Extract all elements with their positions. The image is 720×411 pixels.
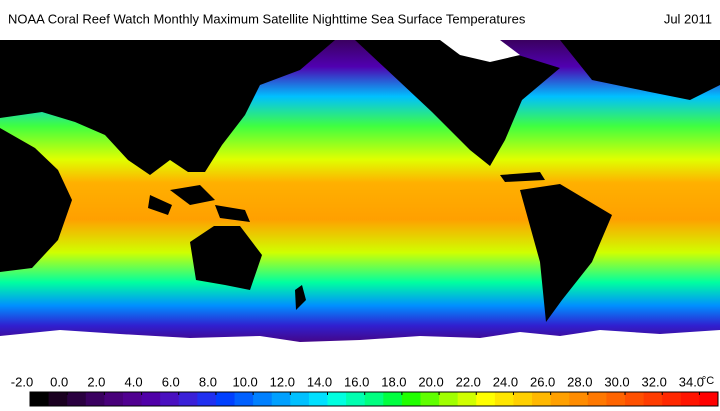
colorbar-swatch — [253, 392, 273, 406]
colorbar-swatch — [160, 392, 180, 406]
colorbar-swatch — [662, 392, 682, 406]
colorbar-unit: °C — [702, 375, 714, 387]
colorbar-tick-label: 18.0 — [381, 374, 406, 389]
colorbar-swatch — [346, 392, 366, 406]
colorbar-swatch — [439, 392, 459, 406]
sea-ice — [0, 330, 720, 372]
colorbar-swatch — [401, 392, 421, 406]
colorbar-swatch — [48, 392, 68, 406]
colorbar-tick-label: 24.0 — [493, 374, 518, 389]
map-title: NOAA Coral Reef Watch Monthly Maximum Sa… — [8, 11, 526, 26]
colorbar-swatch — [290, 392, 310, 406]
colorbar-swatch — [327, 392, 347, 406]
colorbar-swatch — [308, 392, 329, 406]
colorbar-swatch — [643, 392, 663, 406]
colorbar-swatch — [699, 392, 719, 406]
colorbar-swatch — [420, 392, 440, 406]
colorbar-tick-label: 10.0 — [232, 374, 257, 389]
colorbar-swatch — [457, 392, 477, 406]
colorbar-swatch — [569, 392, 589, 406]
colorbar-swatch — [234, 392, 254, 406]
colorbar-tick-label: 4.0 — [125, 374, 143, 389]
colorbar-tick-label: 12.0 — [270, 374, 295, 389]
colorbar-swatch — [215, 392, 236, 406]
colorbar-swatch — [587, 392, 607, 406]
colorbar-swatch — [85, 392, 105, 406]
colorbar-swatch — [494, 392, 514, 406]
arctic-ice — [440, 40, 520, 62]
colorbar-frame — [29, 391, 719, 407]
colorbar-swatch — [104, 392, 124, 406]
colorbar-swatch — [364, 392, 384, 406]
colorbar-tick-label: 30.0 — [604, 374, 629, 389]
colorbar-tick-label: 16.0 — [344, 374, 369, 389]
colorbar-tick-label: 20.0 — [418, 374, 443, 389]
colorbar-tick-label: 6.0 — [162, 374, 180, 389]
colorbar-swatch — [532, 392, 552, 406]
map-date: Jul 2011 — [664, 11, 712, 26]
colorbar-swatch — [30, 392, 50, 406]
colorbar-swatch — [680, 392, 700, 406]
colorbar-swatch — [550, 392, 570, 406]
map — [0, 40, 720, 372]
colorbar-swatch — [197, 392, 217, 406]
colorbar-tick-label: 32.0 — [642, 374, 667, 389]
land — [0, 40, 720, 322]
colorbar-tick-label: 2.0 — [87, 374, 105, 389]
colorbar-tick-label: 28.0 — [567, 374, 592, 389]
colorbar-swatch — [178, 392, 198, 406]
colorbar-swatch — [141, 392, 161, 406]
colorbar-swatch — [625, 392, 645, 406]
colorbar-tick-label: 0.0 — [50, 374, 68, 389]
colorbar-swatch — [606, 392, 626, 406]
colorbar-tick-label: 14.0 — [307, 374, 332, 389]
colorbar-tick-label: -2.0 — [11, 374, 33, 389]
colorbar-tick-label: 26.0 — [530, 374, 555, 389]
colorbar-swatch — [476, 392, 496, 406]
colorbar-tick-label: 22.0 — [456, 374, 481, 389]
colorbar-tick-label: 8.0 — [199, 374, 217, 389]
colorbar-swatch — [67, 392, 87, 406]
colorbar: -2.0 0.0 2.0 4.0 6.0 8.0 10.0 12.0 14.0 16.0 18.0 2… — [11, 374, 719, 407]
colorbar-swatch — [513, 392, 533, 406]
colorbar-swatch — [271, 392, 291, 406]
colorbar-swatch — [383, 392, 403, 406]
colorbar-swatch — [122, 392, 143, 406]
colorbar-tick-label: 34.0 — [679, 374, 704, 389]
